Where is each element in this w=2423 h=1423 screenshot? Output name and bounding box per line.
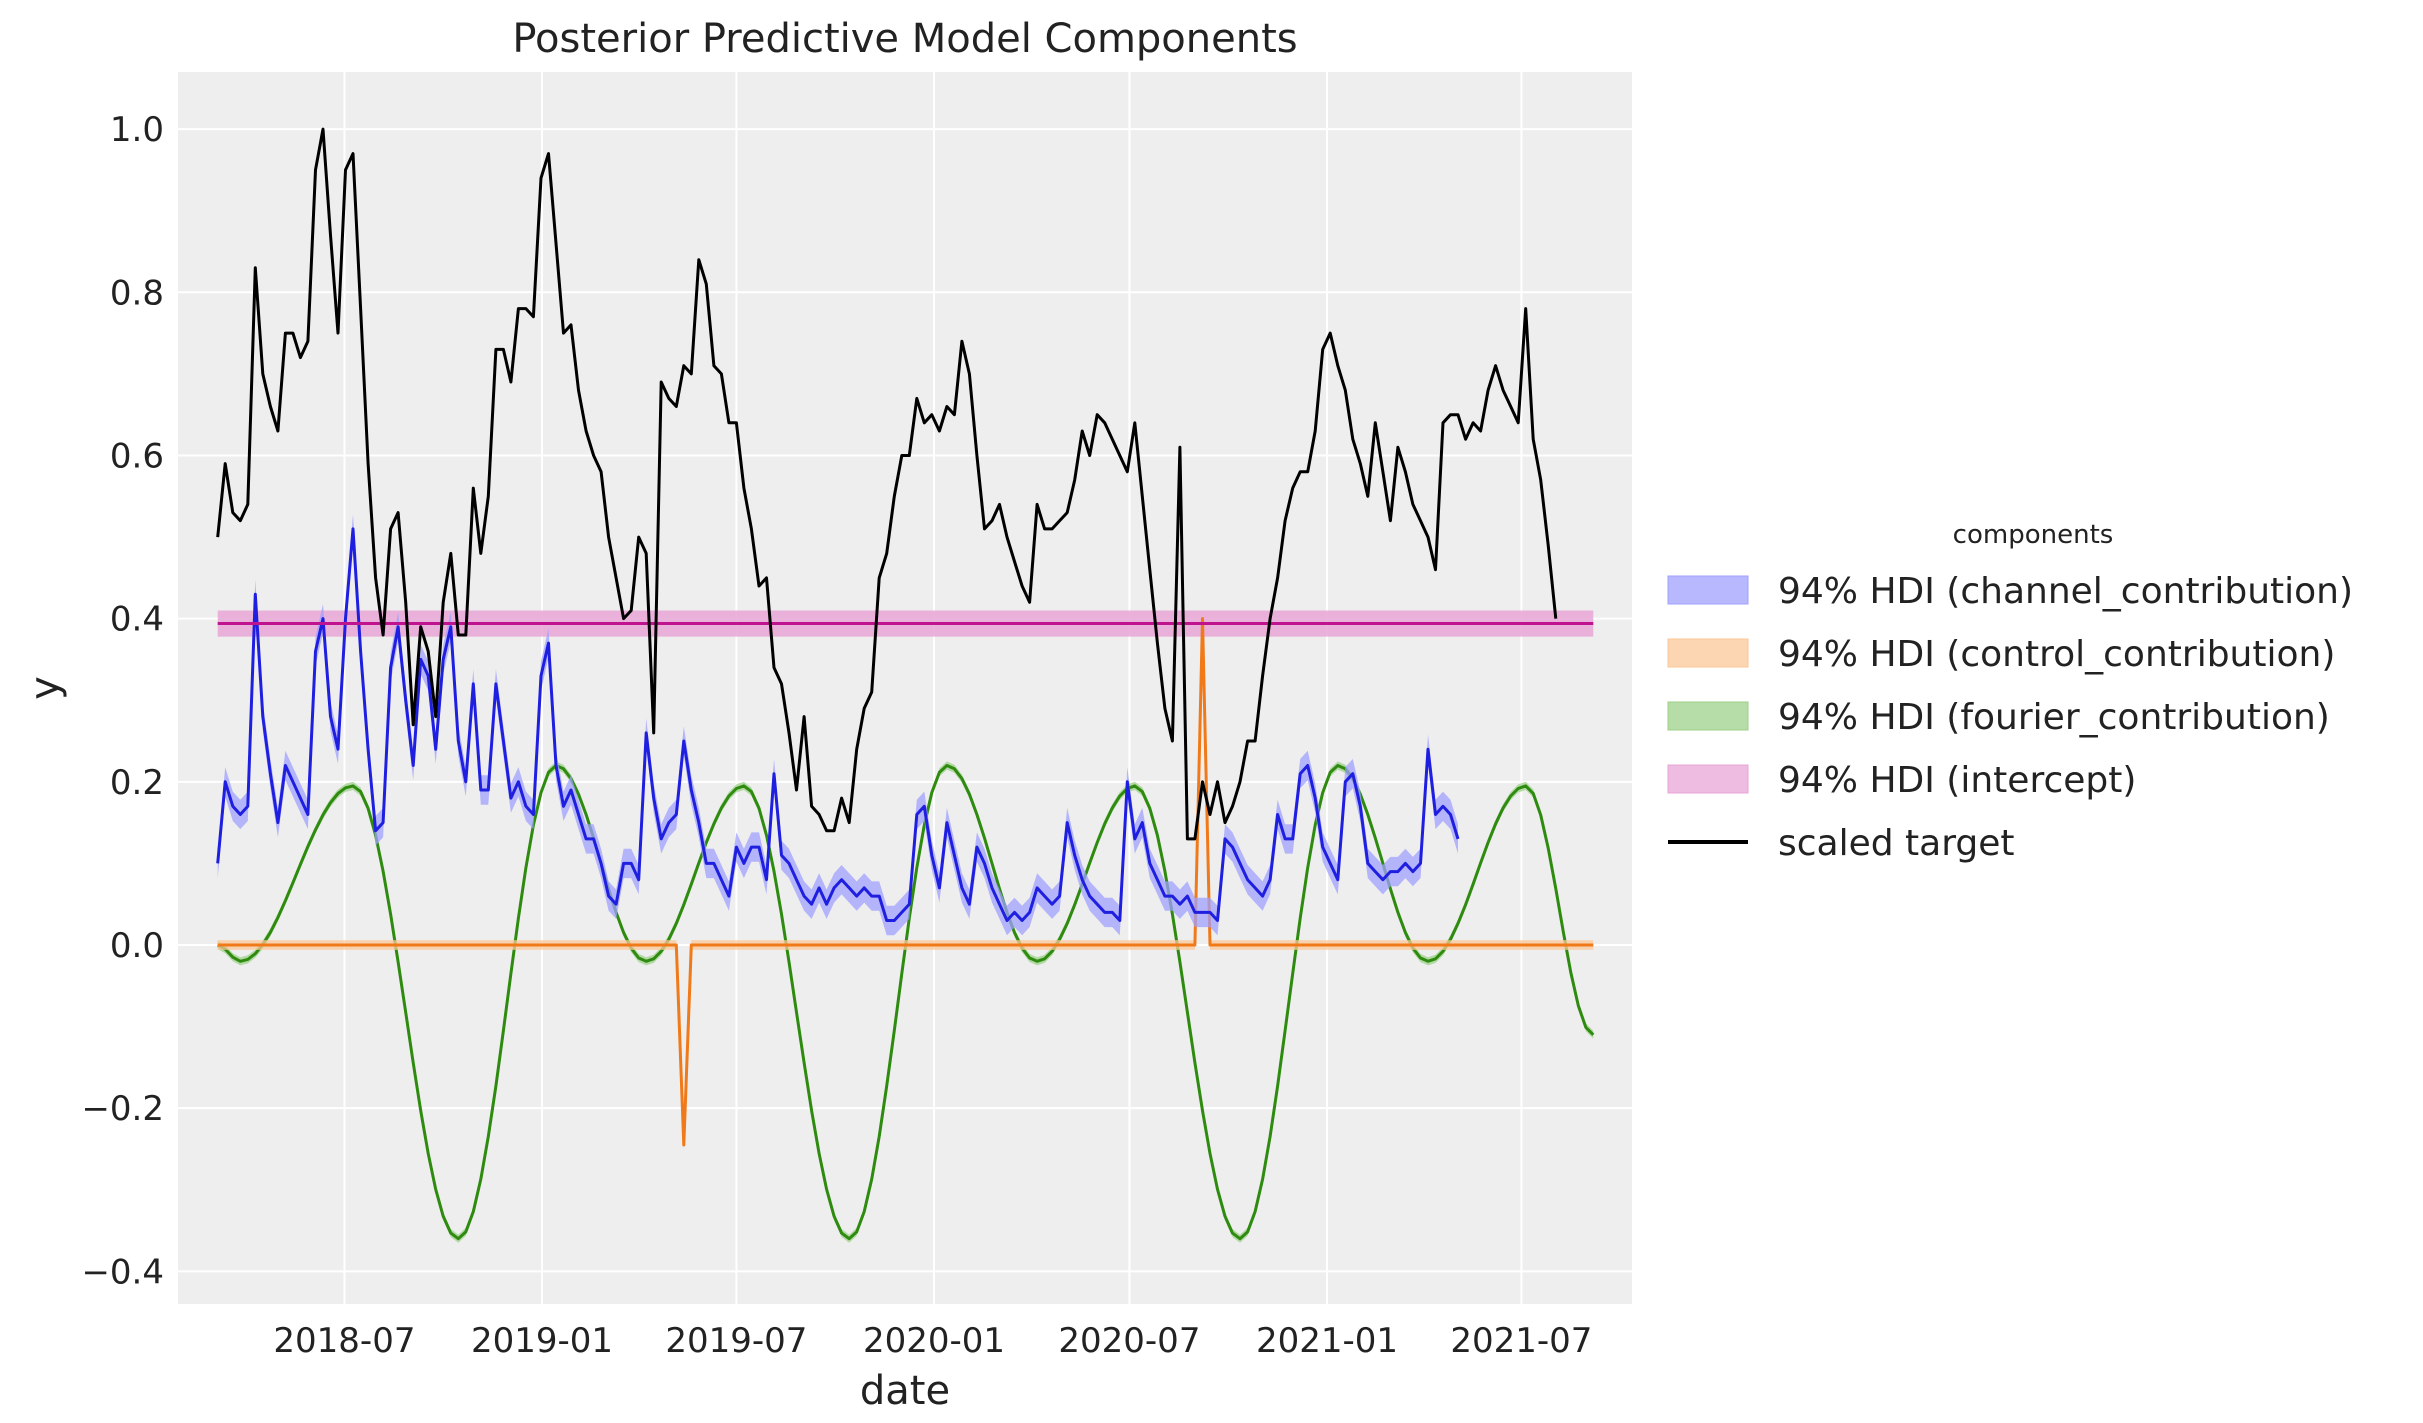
y-tick-label: −0.4	[81, 1252, 164, 1292]
axes: −0.4 −0.2 0.0 0.2 0.4 0.6 0.8 1.0 2018-07 2019-01…	[81, 110, 1592, 1361]
legend-swatch-94-hdi-control-contribution	[1667, 638, 1749, 668]
legend-swatch-94-hdi-channel-contribution	[1667, 575, 1749, 605]
x-tick-label: 2018-07	[273, 1321, 415, 1361]
y-tick-label: 0.2	[110, 763, 164, 803]
y-tick-label: 1.0	[110, 110, 164, 150]
x-tick-label: 2021-01	[1256, 1321, 1398, 1361]
scaled-target-line	[216, 127, 1558, 841]
series-layer	[216, 127, 1595, 1243]
chart-title: Posterior Predictive Model Components	[512, 16, 1297, 62]
x-tick-label: 2020-01	[863, 1321, 1005, 1361]
legend-label-94-hdi-intercept: 94% HDI (intercept)	[1778, 760, 2136, 801]
legend-label-scaled-target: scaled target	[1778, 823, 2015, 864]
legend-title: components	[1953, 520, 2114, 550]
y-axis-label: y	[22, 676, 68, 700]
y-tick-label: 0.4	[110, 600, 164, 640]
y-tick-label: 0.8	[110, 273, 164, 313]
x-tick-label: 2020-07	[1058, 1321, 1200, 1361]
y-tick-label: −0.2	[81, 1089, 164, 1129]
x-tick-label: 2021-07	[1450, 1321, 1592, 1361]
legend-swatch-94-hdi-intercept	[1667, 764, 1749, 794]
legend-label-94-hdi-channel-contribution: 94% HDI (channel_contribution)	[1778, 571, 2353, 612]
legend-label-94-hdi-control-contribution: 94% HDI (control_contribution)	[1778, 634, 2335, 675]
plot-area	[178, 72, 1632, 1304]
y-tick-label: 0.6	[110, 436, 164, 476]
control-contribution-line	[217, 617, 1594, 1147]
x-axis-label: date	[860, 1368, 950, 1414]
legend: components 94% HDI (channel_contribution…	[1667, 520, 2353, 864]
x-tick-label: 2019-07	[665, 1321, 807, 1361]
legend-label-94-hdi-fourier-contribution: 94% HDI (fourier_contribution)	[1778, 697, 2330, 738]
y-tick-label: 0.0	[110, 926, 164, 966]
x-tick-label: 2019-01	[471, 1321, 613, 1361]
channel-contribution-line	[216, 527, 1460, 922]
legend-swatch-94-hdi-fourier-contribution	[1667, 701, 1749, 731]
